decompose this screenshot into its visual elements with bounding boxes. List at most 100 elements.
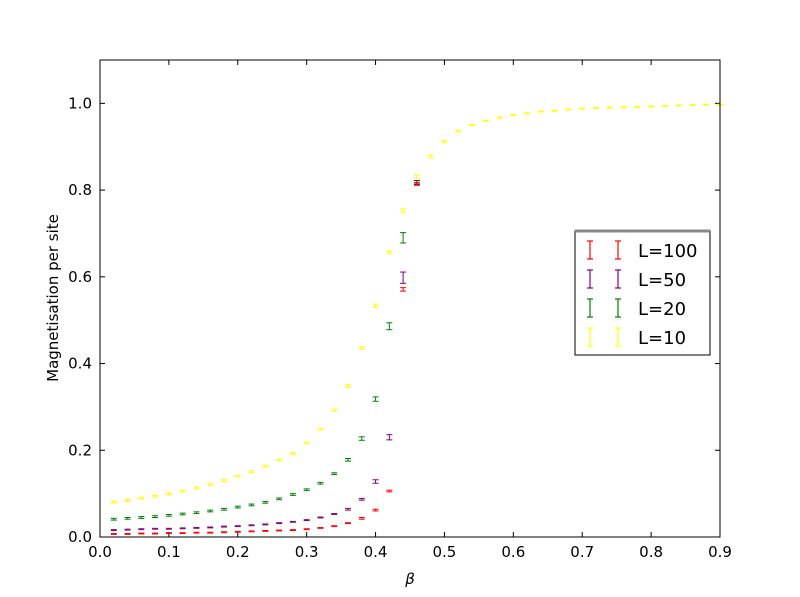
x-tick-label: 0.7 [570,543,594,561]
data-point [124,516,131,520]
data-point [593,107,599,110]
data-point [179,527,186,530]
data-point [138,532,145,535]
data-point [317,516,324,519]
data-point [207,509,214,513]
data-point [276,522,283,525]
x-tick-label: 0.6 [501,543,525,561]
data-point [331,525,338,528]
data-point [110,529,117,531]
legend: L=100 L=50 L=20 L=10 [574,229,711,356]
data-point [372,396,379,402]
data-point [234,530,241,533]
data-point [110,517,117,521]
data-point [496,116,503,119]
data-series [110,103,723,535]
data-point [358,516,365,520]
data-point [152,527,159,530]
y-tick-label: 1.0 [68,94,92,112]
data-point [276,458,283,462]
data-point [262,500,269,504]
data-point [386,250,393,255]
data-point [303,488,310,492]
data-point [207,526,214,529]
data-point [138,516,145,519]
legend-item-l-10: L=10 [587,327,686,349]
data-point [551,109,558,112]
data-point [138,528,145,531]
data-point [303,528,310,531]
data-point [386,434,393,441]
x-tick-label: 0.5 [433,543,457,561]
data-point [413,182,420,186]
data-point [537,110,544,113]
data-point [124,528,131,531]
data-point [179,532,186,535]
data-point [689,104,696,107]
data-point [675,104,682,107]
y-tick-label: 0.6 [68,268,92,286]
plot-frame [99,59,721,538]
data-point [289,493,296,496]
data-point [221,525,227,528]
data-point [165,532,172,535]
data-point [207,531,214,534]
x-tick-label: 0.2 [226,543,250,561]
series-l-10 [110,103,723,504]
data-point [317,526,324,529]
data-point [358,436,365,441]
data-point [179,489,186,493]
legend-item-l-20: L=20 [587,298,686,320]
data-point [372,303,379,309]
data-point [276,529,283,532]
data-point [165,527,172,530]
data-point [400,271,407,284]
data-point [221,531,227,534]
data-point [289,451,296,455]
legend-frame [574,230,711,356]
data-point [124,499,131,502]
legend-item-l-100: L=100 [587,240,697,262]
x-tick-label: 0.1 [157,543,181,561]
legend-item-l-50: L=50 [587,269,686,291]
data-point [234,505,241,509]
data-point [372,479,379,484]
x-tick-label: 0.0 [88,543,112,561]
data-point [262,529,269,532]
data-point [124,533,131,535]
data-point [317,481,324,485]
y-axis-ticks: 0.0 0.2 0.4 0.6 0.8 1.0 [68,94,720,546]
data-point [386,322,393,331]
data-point [606,106,613,109]
data-point [703,103,710,106]
data-point [193,511,200,515]
data-point [289,529,296,531]
series-l-100 [110,182,420,535]
data-point [317,427,324,431]
data-point [331,472,338,476]
data-point [400,208,407,213]
y-tick-label: 0.2 [68,441,92,459]
data-point [648,105,655,108]
x-tick-label: 0.3 [295,543,319,561]
data-point [221,507,227,511]
x-axis-ticks: 0.0 0.1 0.2 0.3 0.4 0.5 0.6 0.7 0.8 0.9 [88,60,732,561]
data-point [358,497,365,501]
data-point [400,287,407,292]
x-tick-label: 0.9 [708,543,732,561]
data-point [152,532,159,535]
data-point [289,520,296,523]
data-point [276,497,283,501]
data-point [110,533,117,535]
data-point [165,492,172,496]
data-point [303,441,310,445]
legend-label: L=100 [638,241,697,262]
data-point [331,408,338,413]
data-point [358,346,365,350]
data-point [165,513,172,517]
data-point [510,114,517,117]
data-point [469,124,475,126]
data-point [455,129,462,133]
data-point [345,384,351,388]
